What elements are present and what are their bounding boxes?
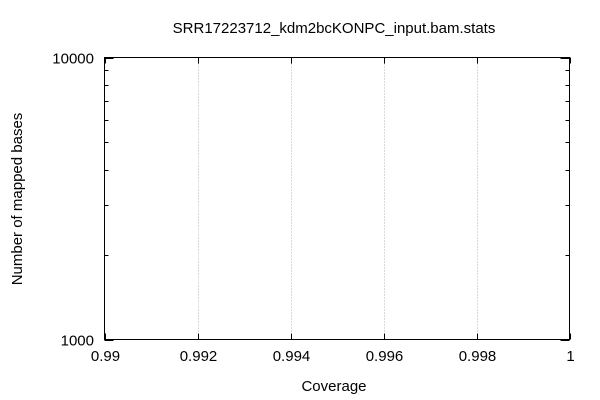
grid-lines bbox=[198, 57, 478, 340]
chart-title: SRR17223712_kdm2bcKONPC_input.bam.stats bbox=[173, 20, 496, 37]
x-tick-label: 0.99 bbox=[91, 348, 120, 365]
y-tick-label: 1000 bbox=[61, 333, 94, 350]
x-tick-label: 0.996 bbox=[366, 348, 404, 365]
x-tick-label: 1 bbox=[566, 348, 574, 365]
x-tick-label: 0.998 bbox=[459, 348, 497, 365]
y-axis-label: Number of mapped bases bbox=[9, 113, 26, 286]
x-tick-label: 0.994 bbox=[273, 348, 311, 365]
x-axis-ticks: 0.99 0.992 0.994 0.996 0.998 1 bbox=[91, 57, 575, 365]
y-tick-label: 10000 bbox=[52, 51, 94, 68]
x-axis-label: Coverage bbox=[301, 378, 366, 395]
x-tick-label: 0.992 bbox=[180, 348, 218, 365]
y-axis-ticks: 1000 10000 bbox=[52, 51, 570, 350]
plot-frame bbox=[104, 57, 570, 340]
y-minor-ticks bbox=[104, 70, 570, 256]
